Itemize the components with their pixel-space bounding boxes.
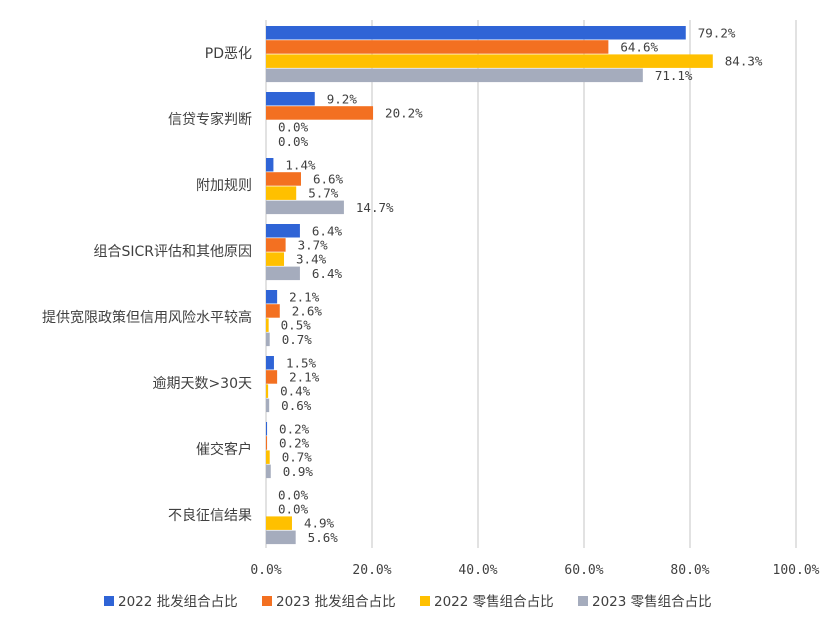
- category-labels: PD恶化信贷专家判断附加规则组合SICR评估和其他原因提供宽限政策但信用风险水平…: [42, 46, 252, 524]
- legend-swatch: [104, 596, 114, 606]
- bar: [266, 516, 292, 530]
- x-axis-tick-labels: 0.0% 20.0% 40.0% 60.0% 80.0% 100.0%: [250, 563, 819, 578]
- data-label: 2.1%: [289, 369, 320, 384]
- data-label: 0.7%: [282, 332, 313, 347]
- legend-label: 2023 零售组合占比: [592, 594, 712, 610]
- data-label: 5.7%: [308, 186, 339, 201]
- data-label: 6.4%: [312, 266, 343, 281]
- bar: [266, 26, 686, 40]
- bar: [266, 436, 268, 450]
- category-label: 不良征信结果: [168, 508, 252, 524]
- bar: [266, 92, 315, 106]
- x-tick-label: 60.0%: [564, 563, 603, 578]
- data-label: 0.9%: [283, 464, 314, 479]
- bar: [266, 530, 296, 545]
- bar: [266, 370, 278, 384]
- data-label: 64.6%: [620, 39, 658, 54]
- data-label: 0.0%: [278, 134, 309, 149]
- bar: [266, 172, 301, 186]
- data-label: 79.2%: [698, 25, 736, 40]
- data-label: 0.7%: [282, 450, 313, 465]
- bar: [266, 186, 297, 200]
- data-label: 0.0%: [278, 120, 309, 135]
- legend-swatch: [262, 596, 272, 606]
- legend-label: 2023 批发组合占比: [276, 594, 396, 610]
- data-label: 3.4%: [296, 252, 327, 267]
- data-label: 5.6%: [308, 530, 339, 545]
- bar: [266, 422, 268, 436]
- category-label: 附加规则: [196, 178, 252, 194]
- category-label: PD恶化: [205, 46, 252, 62]
- legend-swatch: [420, 596, 430, 606]
- data-label: 1.5%: [286, 355, 317, 370]
- bar: [266, 266, 300, 281]
- x-tick-label: 40.0%: [458, 563, 497, 578]
- category-label: 逾期天数>30天: [152, 376, 252, 392]
- x-tick-label: 0.0%: [250, 563, 281, 578]
- data-label: 0.2%: [279, 421, 310, 436]
- data-label: 0.0%: [278, 501, 309, 516]
- data-label: 14.7%: [356, 200, 394, 215]
- bar: [266, 106, 374, 120]
- bar: [266, 384, 269, 398]
- bar: [266, 54, 713, 68]
- bar: [266, 40, 609, 54]
- data-label: 2.1%: [289, 289, 320, 304]
- bar: [266, 304, 280, 318]
- data-label: 0.6%: [281, 398, 312, 413]
- data-label: 0.0%: [278, 487, 309, 502]
- data-label: 6.4%: [312, 223, 343, 238]
- bar: [266, 68, 643, 83]
- legend: 2022 批发组合占比 2023 批发组合占比 2022 零售组合占比 2023 零售…: [104, 594, 712, 610]
- category-label: 组合SICR评估和其他原因: [93, 244, 252, 260]
- category-label: 信贷专家判断: [168, 111, 252, 128]
- category-label: 催交客户: [196, 441, 252, 458]
- bar: [266, 252, 285, 266]
- bar: [266, 200, 344, 215]
- data-label: 0.4%: [280, 384, 311, 399]
- data-label: 84.3%: [725, 54, 763, 69]
- bar: [266, 356, 274, 370]
- bar: [266, 238, 286, 252]
- data-labels: 79.2%64.6%84.3%71.1%9.2%20.2%0.0%0.0%1.4…: [278, 25, 763, 545]
- data-label: 71.1%: [655, 68, 693, 83]
- legend-label: 2022 零售组合占比: [434, 594, 554, 610]
- data-label: 0.5%: [281, 318, 312, 333]
- bar: [266, 290, 278, 304]
- bars: [266, 26, 713, 545]
- data-label: 0.2%: [279, 435, 310, 450]
- bar: [266, 464, 271, 479]
- x-tick-label: 80.0%: [670, 563, 709, 578]
- x-tick-label: 100.0%: [773, 563, 820, 578]
- x-tick-label: 20.0%: [352, 563, 391, 578]
- data-label: 6.6%: [313, 171, 344, 186]
- bar: [266, 224, 300, 238]
- bar: [266, 332, 270, 347]
- legend-swatch: [578, 596, 588, 606]
- bar: [266, 158, 274, 172]
- data-label: 4.9%: [304, 516, 335, 531]
- bar: [266, 398, 270, 413]
- legend-label: 2022 批发组合占比: [118, 594, 238, 610]
- bar: [266, 318, 269, 332]
- data-label: 1.4%: [285, 157, 316, 172]
- data-label: 20.2%: [385, 105, 423, 120]
- data-label: 3.7%: [298, 237, 329, 252]
- data-label: 9.2%: [327, 91, 358, 106]
- data-label: 2.6%: [292, 303, 323, 318]
- bar: [266, 450, 270, 464]
- category-label: 提供宽限政策但信用风险水平较高: [42, 309, 252, 326]
